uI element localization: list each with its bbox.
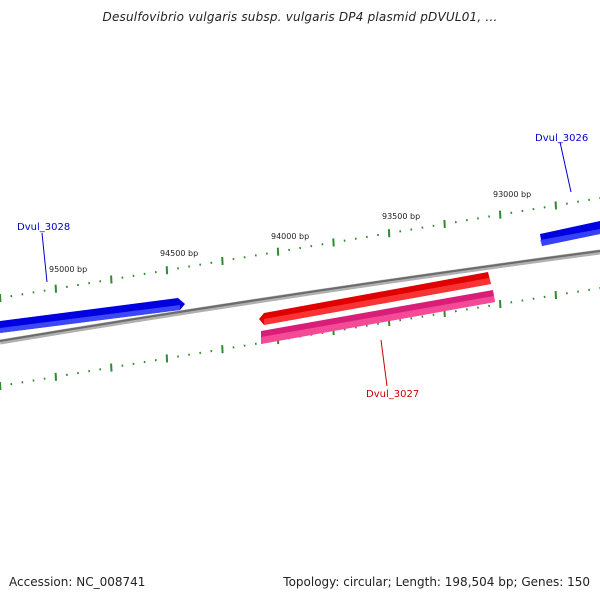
- backbone: [0, 249, 600, 345]
- gene-label-dvul-3027: Dvul_3027: [366, 389, 419, 400]
- gene-dvul-3028[interactable]: [0, 298, 185, 333]
- gene-label-leader: [41, 232, 48, 283]
- scale-label-94500: 94500 bp: [160, 249, 198, 258]
- gene-label-leader: [380, 339, 388, 387]
- gene-dvul-3027[interactable]: [259, 272, 491, 325]
- outer-scale-ticks: [0, 197, 600, 303]
- scale-label-95000: 95000 bp: [49, 265, 87, 274]
- scale-label-93000: 93000 bp: [493, 190, 531, 199]
- scale-label-93500: 93500 bp: [382, 212, 420, 221]
- gene-dvul-3026[interactable]: [540, 221, 600, 246]
- topology-summary: Topology: circular; Length: 198,504 bp; …: [283, 575, 590, 589]
- gene-label-leader: [559, 141, 572, 193]
- scale-label-94000: 94000 bp: [271, 232, 309, 241]
- accession-text: Accession: NC_008741: [9, 575, 146, 589]
- gene-label-dvul-3028: Dvul_3028: [17, 222, 70, 233]
- inner-scale-ticks: [0, 287, 600, 391]
- map-title: Desulfovibrio vulgaris subsp. vulgaris D…: [102, 10, 498, 24]
- gene-label-dvul-3026: Dvul_3026: [535, 133, 588, 144]
- feature-pink[interactable]: [261, 290, 495, 344]
